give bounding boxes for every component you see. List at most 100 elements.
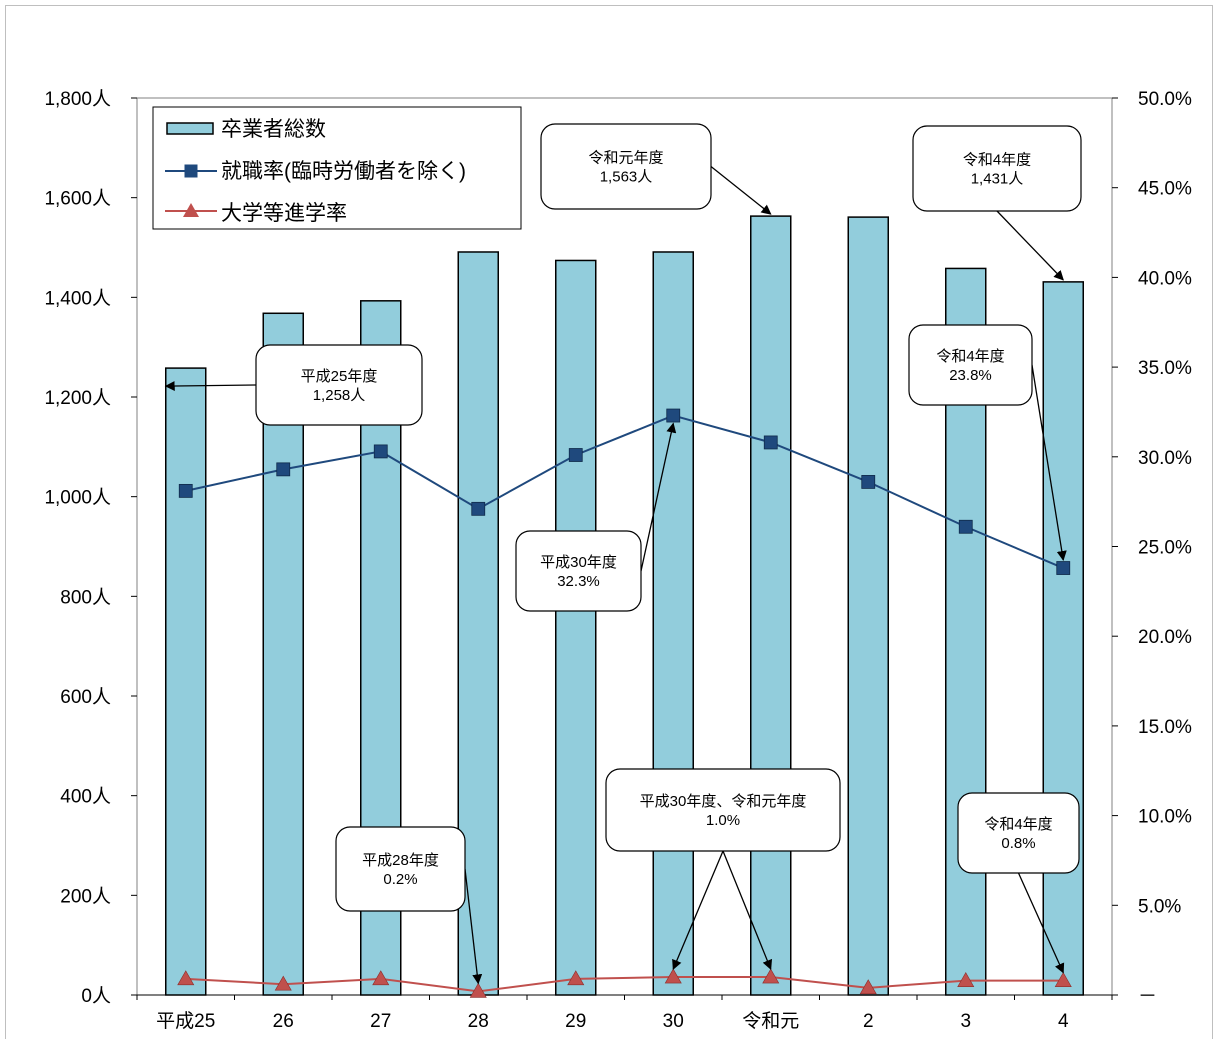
point-advancement-rate xyxy=(177,970,195,986)
y-right-tick-label: 35.0% xyxy=(1138,358,1192,379)
point-employment-rate xyxy=(276,462,291,477)
annotation-box xyxy=(605,768,841,852)
x-tick-label: 2 xyxy=(863,1011,874,1032)
y-right-tick-label: 15.0% xyxy=(1138,717,1192,738)
x-tick-label: 平成25 xyxy=(156,1010,215,1032)
point-advancement-rate xyxy=(762,968,780,984)
annotation-arrow xyxy=(996,210,1064,281)
annotation-value: 1,431人 xyxy=(971,171,1024,188)
annotation-title: 平成30年度 xyxy=(540,554,617,571)
point-advancement-rate xyxy=(957,972,975,987)
annotation-arrow xyxy=(464,868,483,985)
annotation-arrow xyxy=(1031,364,1067,562)
annotation-value: 32.3% xyxy=(557,573,600,590)
point-employment-rate xyxy=(763,435,778,450)
point-advancement-rate xyxy=(274,975,292,991)
point-advancement-rate xyxy=(469,982,487,998)
point-advancement-rate xyxy=(859,979,877,995)
annotation-title: 平成28年度 xyxy=(362,852,439,869)
x-tick-label: 26 xyxy=(273,1011,294,1032)
annotation-box xyxy=(912,125,1082,212)
y-right-tick-label: 30.0% xyxy=(1138,448,1192,469)
annotation-box xyxy=(335,826,466,912)
bar-graduates xyxy=(750,215,792,996)
legend-swatch-graduates xyxy=(166,122,214,135)
legend-swatch-advancement-marker xyxy=(183,203,199,217)
line-employment-rate xyxy=(185,414,1064,569)
annotation-arrow xyxy=(672,850,724,970)
x-tick-label: 30 xyxy=(663,1011,684,1032)
point-advancement-rate xyxy=(1054,972,1072,987)
annotation-arrow xyxy=(640,422,677,572)
point-employment-rate xyxy=(1056,561,1071,575)
legend-label-advancement: 大学等進学率 xyxy=(221,202,347,225)
annotation-arrow xyxy=(164,380,257,391)
y-right-tick-label: － xyxy=(1138,986,1157,1007)
annotation-title: 平成25年度 xyxy=(301,368,378,385)
legend-swatch-employment-marker xyxy=(184,164,198,178)
legend xyxy=(152,106,522,230)
y-left-tick-label: 1,000人 xyxy=(44,487,111,509)
x-tick-label: 29 xyxy=(565,1011,586,1032)
annotation-value: 23.8% xyxy=(949,367,992,384)
bar-graduates xyxy=(555,259,597,996)
y-right-tick-label: 45.0% xyxy=(1138,179,1192,200)
annotation-arrow xyxy=(710,165,772,215)
y-left-tick-label: 200人 xyxy=(60,885,111,907)
point-employment-rate xyxy=(666,408,681,423)
y-left-tick-label: 1,400人 xyxy=(44,287,111,309)
annotation-title: 令和4年度 xyxy=(984,816,1052,833)
point-advancement-rate xyxy=(664,968,682,984)
annotation-box xyxy=(255,344,423,426)
y-left-tick-label: 1,600人 xyxy=(44,188,111,210)
annotation-box xyxy=(540,123,712,210)
annotation-title: 令和元年度 xyxy=(588,150,663,167)
bar-graduates xyxy=(1042,281,1084,996)
y-right-tick-label: 20.0% xyxy=(1138,627,1192,648)
point-employment-rate xyxy=(471,501,486,516)
annotation-value: 1.0% xyxy=(706,812,740,829)
point-employment-rate xyxy=(178,483,193,498)
annotation-arrow xyxy=(722,850,773,970)
chart-frame xyxy=(5,5,1213,1039)
x-tick-label: 28 xyxy=(468,1011,489,1032)
bar-graduates xyxy=(165,367,207,996)
y-right-tick-label: 5.0% xyxy=(1138,896,1181,917)
point-employment-rate xyxy=(861,475,876,489)
point-advancement-rate xyxy=(567,970,585,986)
legend-label-graduates: 卒業者総数 xyxy=(221,118,326,141)
line-advancement-rate xyxy=(185,976,1064,993)
y-left-tick-label: 0人 xyxy=(81,985,111,1007)
y-left-tick-label: 600人 xyxy=(60,686,111,708)
annotation-value: 0.8% xyxy=(1001,835,1035,852)
x-tick-label: 3 xyxy=(960,1011,971,1032)
legend-label-employment: 就職率(臨時労働者を除く) xyxy=(221,160,466,183)
y-right-tick-label: 40.0% xyxy=(1138,268,1192,289)
annotation-value: 1,563人 xyxy=(600,169,653,186)
point-advancement-rate xyxy=(372,970,390,986)
annotation-title: 令和4年度 xyxy=(963,152,1031,169)
bar-graduates xyxy=(847,216,889,996)
y-right-tick-label: 10.0% xyxy=(1138,807,1192,828)
y-left-tick-label: 1,200人 xyxy=(44,387,111,409)
point-employment-rate xyxy=(373,444,388,459)
y-left-tick-label: 800人 xyxy=(60,586,111,608)
bar-graduates xyxy=(262,312,304,996)
y-left-tick-label: 400人 xyxy=(60,786,111,808)
annotation-title: 令和4年度 xyxy=(936,348,1004,365)
annotation-title: 平成30年度、令和元年度 xyxy=(640,793,807,810)
y-left-tick-label: 1,800人 xyxy=(44,88,111,110)
x-tick-label: 27 xyxy=(370,1011,391,1032)
y-right-tick-label: 25.0% xyxy=(1138,538,1192,559)
point-employment-rate xyxy=(568,448,583,462)
annotation-value: 1,258人 xyxy=(313,387,366,404)
y-right-tick-label: 50.0% xyxy=(1138,89,1192,110)
annotation-value: 0.2% xyxy=(383,871,417,888)
x-tick-label: 令和元 xyxy=(742,1010,799,1032)
point-employment-rate xyxy=(958,519,973,534)
x-tick-label: 4 xyxy=(1058,1011,1069,1032)
bar-graduates xyxy=(652,251,694,996)
annotation-box xyxy=(515,530,642,612)
annotation-arrow xyxy=(1017,872,1065,974)
